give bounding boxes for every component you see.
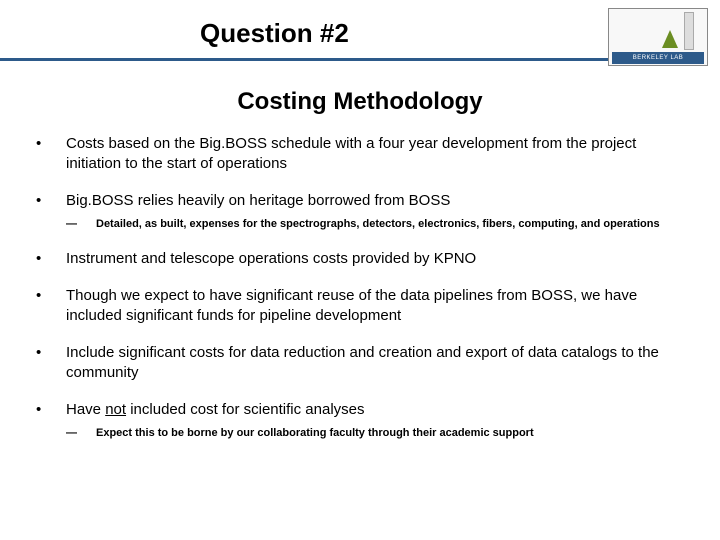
logo-label: BERKELEY LAB xyxy=(612,52,704,64)
dash-icon: — xyxy=(66,217,96,231)
subtitle: Costing Methodology xyxy=(0,88,720,116)
content: • Costs based on the Big.BOSS schedule w… xyxy=(0,134,720,440)
bullet-text: Include significant costs for data reduc… xyxy=(66,343,684,382)
page-title: Question #2 xyxy=(200,18,349,49)
bullet-mark: • xyxy=(36,286,66,325)
text-post: included cost for scientific analyses xyxy=(126,401,364,418)
bullet-item: • Instrument and telescope operations co… xyxy=(36,249,684,269)
tower-icon xyxy=(684,12,694,50)
bullet-text: Instrument and telescope operations cost… xyxy=(66,249,684,269)
bullet-mark: • xyxy=(36,134,66,173)
dash-icon: — xyxy=(66,426,96,440)
bullet-mark: • xyxy=(36,191,66,211)
sub-bullet-item: — Detailed, as built, expenses for the s… xyxy=(66,217,684,231)
lab-logo: BERKELEY LAB xyxy=(608,8,708,66)
bullet-text: Have not included cost for scientific an… xyxy=(66,400,684,420)
bullet-item: • Have not included cost for scientific … xyxy=(36,400,684,420)
sub-bullet-text: Detailed, as built, expenses for the spe… xyxy=(96,217,684,231)
bullet-item: • Big.BOSS relies heavily on heritage bo… xyxy=(36,191,684,211)
sub-bullet-text: Expect this to be borne by our collabora… xyxy=(96,426,684,440)
bullet-text: Though we expect to have significant reu… xyxy=(66,286,684,325)
bullet-mark: • xyxy=(36,343,66,382)
tree-icon xyxy=(662,30,678,48)
header-divider xyxy=(0,58,608,61)
bullet-text: Big.BOSS relies heavily on heritage borr… xyxy=(66,191,684,211)
bullet-item: • Though we expect to have significant r… xyxy=(36,286,684,325)
bullet-item: • Costs based on the Big.BOSS schedule w… xyxy=(36,134,684,173)
bullet-text: Costs based on the Big.BOSS schedule wit… xyxy=(66,134,684,173)
bullet-item: • Include significant costs for data red… xyxy=(36,343,684,382)
header: Question #2 BERKELEY LAB xyxy=(0,0,720,70)
text-pre: Have xyxy=(66,401,105,418)
bullet-mark: • xyxy=(36,249,66,269)
sub-bullet-item: — Expect this to be borne by our collabo… xyxy=(66,426,684,440)
text-underline: not xyxy=(105,401,126,418)
bullet-mark: • xyxy=(36,400,66,420)
